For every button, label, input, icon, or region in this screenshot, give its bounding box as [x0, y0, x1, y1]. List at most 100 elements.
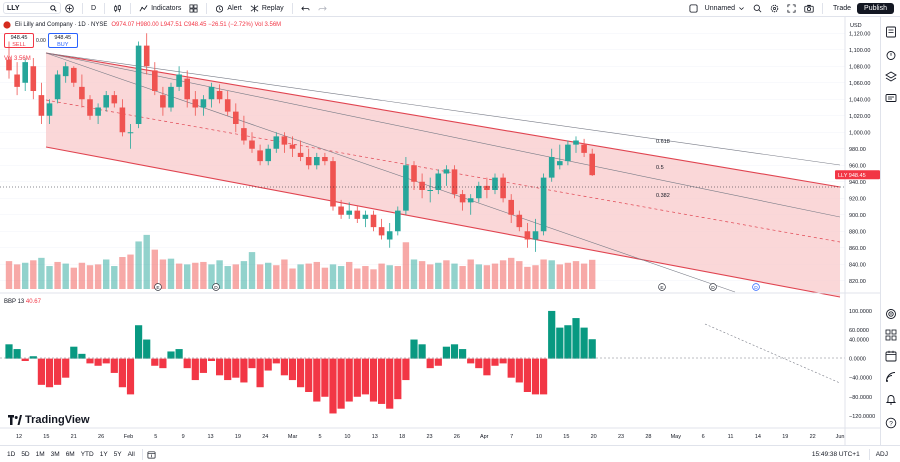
price-tick-label: 1,060.00 [849, 81, 870, 87]
chart-area[interactable]: 0.618 0.5 0.382 E D E D D USD 1,120.00 1,100.0… [0, 17, 880, 445]
bbp-tick-label: 40.0000 [849, 338, 869, 344]
indicators-button[interactable]: Indicators [135, 4, 185, 13]
alarm-clock-icon[interactable] [885, 49, 897, 61]
adj-toggle[interactable]: ADJ [875, 450, 888, 458]
candle-body [419, 181, 425, 190]
bbp-axis[interactable]: 100.0000 60.0000 40.0000 0.0000 −40.0000 −80.… [849, 309, 875, 420]
layout-name: Unnamed [704, 4, 735, 12]
last-price-tag [835, 170, 880, 180]
range-6m[interactable]: 6M [65, 450, 75, 458]
price-tick-label: 900.00 [849, 213, 866, 219]
templates-button[interactable] [185, 4, 202, 13]
volume-bar [143, 234, 150, 289]
volume-bar [103, 259, 110, 289]
volume-bar [475, 264, 482, 289]
bbp-bar [5, 344, 13, 359]
bell-icon[interactable] [885, 393, 897, 405]
settings-button[interactable] [766, 4, 783, 13]
volume-bar [572, 261, 580, 289]
time-axis[interactable]: 12 15 21 26 Feb 5 9 13 19 24 Mar 5 10 13 18 23 26 Apr 7 10 1… [16, 434, 845, 440]
bbp-bar [288, 358, 297, 381]
buy-label: BUY [57, 42, 69, 48]
volume-bar [532, 265, 539, 289]
candle-body [127, 132, 134, 134]
time-tick-label: 13 [372, 434, 378, 440]
alert-button[interactable]: Alert [211, 4, 245, 13]
event-marker-label: D [214, 285, 218, 291]
bbp-bar [13, 349, 21, 359]
candle-body [557, 161, 563, 166]
range-3m[interactable]: 3M [50, 450, 60, 458]
event-marker-label: E [660, 285, 663, 291]
snapshot-button[interactable] [800, 4, 818, 13]
range-1d[interactable]: 1D [7, 450, 16, 458]
channel-fill [46, 53, 840, 297]
watchlist-icon[interactable] [885, 26, 897, 38]
range-ytd[interactable]: YTD [80, 450, 94, 458]
compare-button[interactable] [61, 3, 78, 13]
volume-bar [248, 252, 256, 289]
bbp-tick-label: 0.0000 [849, 357, 866, 363]
volume-bar [459, 266, 466, 289]
volume-bar [13, 264, 21, 289]
svg-text:?: ? [889, 420, 893, 427]
bbp-bar [118, 358, 126, 388]
quick-search-button[interactable] [749, 4, 766, 13]
trend-line-1 [45, 52, 841, 166]
range-1y[interactable]: 1Y [99, 450, 108, 458]
alert-label: Alert [227, 4, 242, 12]
fullscreen-button[interactable] [783, 3, 800, 13]
volume-bar [200, 261, 207, 289]
interval-button[interactable]: D [87, 5, 100, 12]
replay-button[interactable]: Replay [246, 4, 288, 13]
target-icon[interactable] [885, 308, 897, 320]
bbp-legend-value: 40.67 [25, 299, 41, 305]
signal-icon[interactable] [885, 371, 897, 383]
volume-bar [184, 264, 191, 289]
date-range-icon[interactable] [147, 450, 156, 459]
publish-button[interactable]: Publish [857, 2, 894, 14]
trade-button[interactable]: Trade [827, 3, 857, 14]
volume-bar [297, 264, 304, 289]
chat-icon[interactable] [885, 93, 897, 105]
grid-icon[interactable] [885, 329, 897, 341]
layout-menu[interactable]: Unnamed [685, 3, 749, 13]
redo-button[interactable] [314, 4, 331, 13]
bbp-bar [402, 358, 410, 381]
candle-body [354, 210, 361, 219]
candle-body [451, 169, 458, 195]
chart-canvas[interactable]: 0.618 0.5 0.382 E D E D D USD 1,120.00 1,100.0… [0, 17, 880, 445]
symbol-search[interactable]: LLY [3, 2, 61, 14]
undo-button[interactable] [297, 4, 314, 13]
candle-body [411, 165, 417, 182]
range-5d[interactable]: 5D [21, 450, 30, 458]
chart-type-button[interactable] [109, 4, 126, 13]
sell-button[interactable]: 948.45 SELL [4, 33, 34, 48]
range-1m[interactable]: 1M [35, 450, 45, 458]
volume-bar [127, 254, 134, 289]
bbp-bar [256, 358, 264, 388]
volume-legend-label: Vol [4, 56, 13, 62]
price-axis[interactable]: USD 1,120.00 1,100.00 1,080.00 1,060.00 1,040… [835, 23, 880, 285]
candle-body [168, 86, 174, 108]
buy-button[interactable]: 948.45 BUY [47, 33, 78, 48]
bbp-bar [475, 358, 483, 369]
calendar-icon[interactable] [885, 350, 897, 362]
time-tick-label: Mar [288, 434, 298, 440]
layers-icon[interactable] [885, 71, 897, 83]
time-tick-label: 26 [98, 434, 104, 440]
candle-body [14, 74, 20, 87]
volume-legend: Vol 3.56M [4, 56, 31, 62]
price-tick-label: 840.00 [849, 262, 866, 268]
candle-body [305, 157, 312, 166]
candle-body [79, 86, 85, 100]
candle-body [119, 107, 126, 133]
candle-body [565, 144, 571, 162]
range-all[interactable]: All [127, 450, 135, 458]
volume-bar [427, 264, 434, 289]
event-marker [212, 283, 220, 291]
clock[interactable]: 15:49:38 UTC+1 [811, 450, 860, 458]
candle-body [281, 136, 288, 145]
range-5y[interactable]: 5Y [113, 450, 122, 458]
help-icon[interactable]: ? [885, 417, 897, 429]
